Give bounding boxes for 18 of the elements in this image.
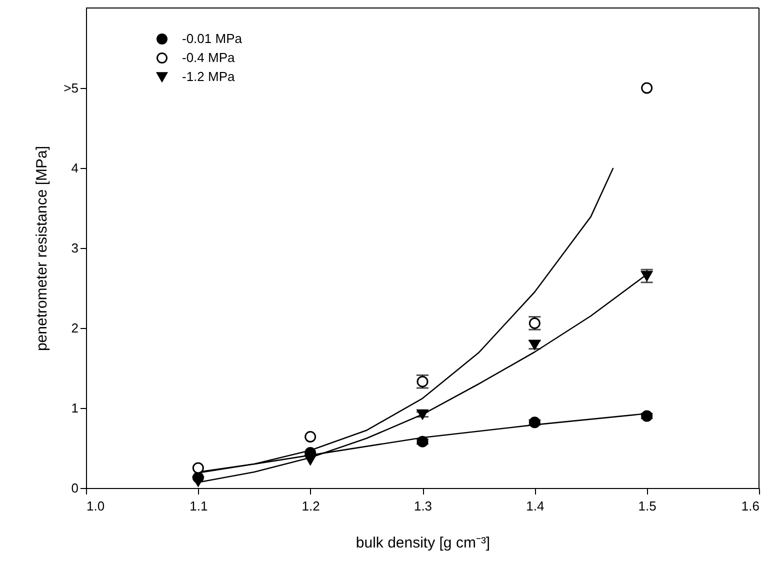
x-tick-label: 1.6 [741,498,760,514]
y-axis-title: penetrometer resistance [MPa] [34,146,51,352]
y-tick-label: 0 [71,480,78,496]
legend-label: -1.2 MPa [182,69,236,84]
x-tick-label: 1.0 [86,498,105,514]
legend-label: -0.4 MPa [182,50,236,65]
legend-label: -0.01 MPa [182,31,243,46]
x-tick-label: 1.2 [302,498,320,514]
x-tick-label: 1.5 [638,498,656,514]
x-tick-label: 1.3 [414,498,432,514]
y-tick-label: 2 [71,320,78,336]
y-tick-label: >5 [64,80,78,96]
x-tick-label: 1.4 [526,498,544,514]
x-axis-title: bulk density [g cm⁻³] [356,534,490,552]
x-tick-label: 1.1 [190,498,208,514]
y-tick-label: 1 [71,400,78,416]
y-tick-label: 3 [71,240,78,256]
y-tick-label: 4 [71,160,78,176]
